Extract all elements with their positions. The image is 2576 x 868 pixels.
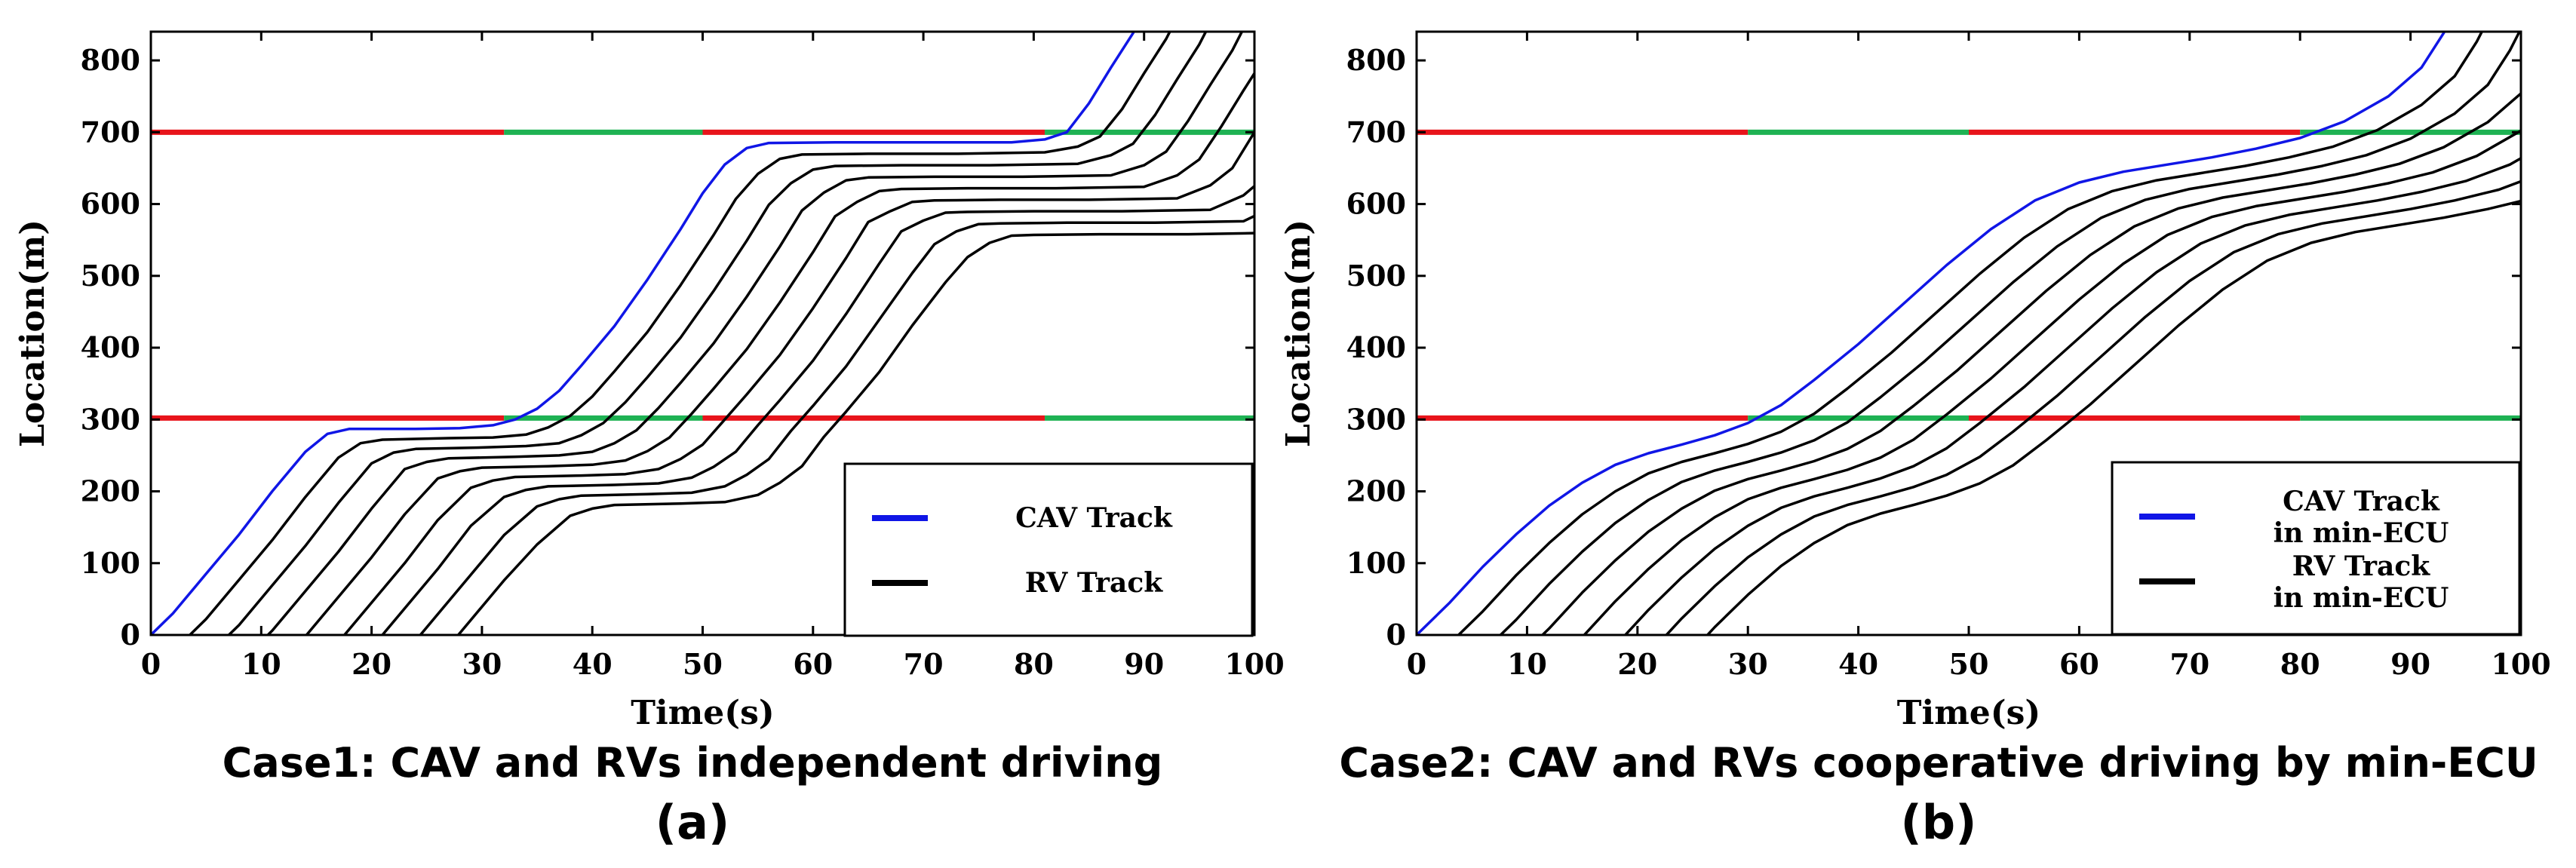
rv-track-line-5	[1623, 156, 2521, 635]
rv-track-line-8	[456, 232, 1254, 635]
rv-track-line-6	[380, 184, 1254, 635]
y-tick-label: 600	[1346, 187, 1406, 221]
chart-panel-b: 0 10 20 30 40 50 60 70 80 90 100 0 100 200 300 400 500 60…	[1279, 30, 2551, 850]
legend-label-0: CAV Track	[2283, 486, 2440, 517]
rv-track-line-2	[226, 32, 1208, 635]
x-tick-label: 100	[1224, 647, 1284, 681]
y-tick-label: 500	[1346, 259, 1406, 293]
plot-area	[151, 32, 1254, 635]
x-tick-label: 0	[141, 647, 161, 681]
panel-sublabel: (a)	[656, 795, 730, 850]
panel-caption: Case1: CAV and RVs independent driving	[223, 739, 1163, 787]
rv-track-line-1	[188, 32, 1171, 635]
rv-track-line-4	[1582, 129, 2521, 635]
x-tick-label: 100	[2491, 647, 2550, 681]
y-tick-label: 100	[1346, 546, 1406, 580]
x-tick-label: 90	[1124, 647, 1164, 681]
y-tick-label: 400	[1346, 330, 1406, 364]
panel-sublabel: (b)	[1900, 795, 1976, 850]
x-tick-label: 30	[462, 647, 502, 681]
x-tick-label: 70	[904, 647, 944, 681]
x-tick-label: 60	[2059, 647, 2099, 681]
y-tick-label: 200	[1346, 474, 1406, 508]
legend-box	[2111, 461, 2521, 636]
x-tick-label: 40	[573, 647, 613, 681]
chart-panel-a: 0 10 20 30 40 50 60 70 80 90 100 0 100 200 300 400 500 60…	[14, 30, 1285, 850]
plot-area	[1417, 32, 2521, 635]
rv-track-line-2	[1498, 32, 2521, 635]
legend-label-1: RV Track	[1025, 567, 1163, 599]
x-tick-label: 80	[2280, 647, 2320, 681]
x-tick-label: 10	[1507, 647, 1547, 681]
y-tick-label: 100	[81, 546, 140, 580]
y-tick-label: 800	[1346, 43, 1406, 77]
y-tick-label: 600	[81, 187, 140, 221]
x-tick-label: 20	[352, 647, 391, 681]
cav-track-line	[151, 32, 1136, 635]
y-tick-label: 300	[1346, 402, 1406, 436]
x-axis-label: Time(s)	[1897, 694, 2040, 732]
x-tick-label: 80	[1014, 647, 1054, 681]
panel-caption: Case2: CAV and RVs cooperative driving b…	[1339, 739, 2538, 787]
legend-label-1: RV Track	[2292, 551, 2430, 582]
x-tick-label: 60	[793, 647, 833, 681]
y-axis-label: Location(m)	[1279, 219, 1318, 447]
rv-track-line-4	[305, 70, 1254, 635]
legend-label-line2-0: in min-ECU	[2274, 517, 2449, 549]
y-tick-label: 400	[81, 330, 140, 364]
cav-track-line	[1417, 32, 2446, 635]
rv-track-line-7	[1706, 199, 2521, 635]
x-tick-label: 20	[1617, 647, 1657, 681]
y-tick-label: 800	[81, 43, 140, 77]
y-tick-label: 0	[1386, 618, 1406, 652]
x-tick-label: 40	[1838, 647, 1878, 681]
x-tick-label: 70	[2169, 647, 2209, 681]
legend-box	[843, 462, 1254, 637]
x-axis-label: Time(s)	[631, 694, 774, 732]
y-tick-label: 200	[81, 474, 140, 508]
y-axis-label: Location(m)	[14, 219, 52, 447]
y-tick-label: 300	[81, 402, 140, 436]
legend-label-0: CAV Track	[1015, 502, 1173, 534]
y-tick-label: 700	[1346, 115, 1406, 149]
rv-track-line-5	[342, 129, 1254, 635]
y-tick-label: 0	[121, 618, 140, 652]
rv-track-line-3	[1540, 90, 2521, 635]
x-tick-label: 10	[241, 647, 281, 681]
y-tick-label: 700	[81, 115, 140, 149]
rv-track-line-6	[1664, 179, 2521, 635]
x-tick-label: 0	[1407, 647, 1426, 681]
x-tick-label: 90	[2390, 647, 2430, 681]
legend-label-line2-1: in min-ECU	[2274, 582, 2449, 614]
rv-track-line-1	[1457, 32, 2484, 635]
rv-track-line-3	[266, 32, 1244, 635]
x-tick-label: 30	[1728, 647, 1768, 681]
y-tick-label: 500	[81, 259, 140, 293]
rv-track-line-7	[418, 214, 1254, 635]
x-tick-label: 50	[683, 647, 723, 681]
legend: CAV Track RV Track	[843, 462, 1254, 637]
x-tick-label: 50	[1949, 647, 1989, 681]
